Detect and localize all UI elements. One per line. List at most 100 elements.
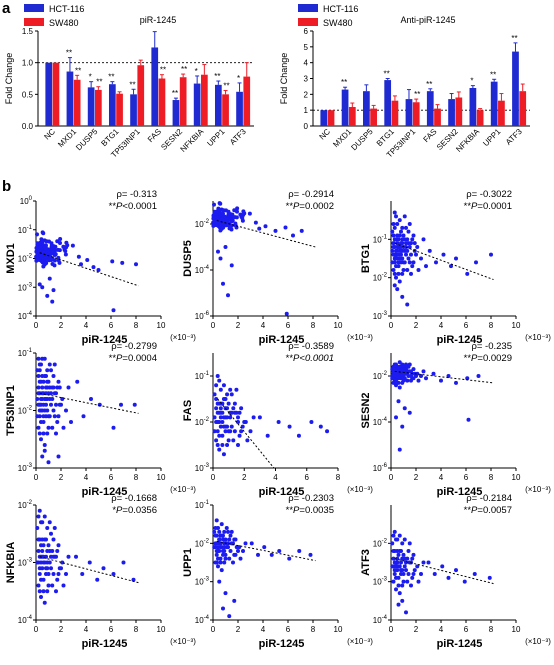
bar-hct-116-nc	[45, 62, 53, 126]
y-tick-exponent: -2	[27, 254, 33, 260]
legend-swatch-sw480	[298, 18, 318, 26]
panel-b-letter: b	[2, 178, 11, 195]
bar-sw480-fas	[158, 78, 166, 126]
data-point	[50, 261, 55, 266]
data-point	[221, 552, 225, 557]
y-tick-exponent: -1	[27, 225, 33, 231]
y-tick-label: 0.5	[22, 90, 34, 99]
data-point	[396, 552, 401, 557]
x-unit-label: (×10⁻³)	[347, 333, 373, 342]
bar-hct-116-atf3	[236, 91, 243, 126]
data-point	[232, 215, 237, 220]
data-point	[394, 237, 398, 242]
x-tick-label-nc: NC	[318, 127, 333, 142]
data-point	[111, 425, 116, 430]
data-point	[215, 429, 220, 434]
y-tick-exponent: -1	[382, 234, 388, 240]
rho-value: ρ= -0.2914	[288, 189, 334, 200]
data-point	[390, 229, 395, 234]
data-point	[392, 362, 397, 367]
significance-mark: **	[172, 89, 178, 98]
p-prefix: **	[464, 505, 472, 516]
data-point	[239, 429, 244, 434]
y-tick-exponent: 0	[29, 196, 33, 202]
data-point	[395, 537, 400, 542]
data-point	[399, 572, 403, 576]
data-point	[392, 252, 397, 257]
data-point	[55, 549, 60, 553]
p-rest: =0.0035	[299, 505, 334, 516]
data-point	[218, 256, 223, 261]
y-tick-label: 10-1	[195, 371, 210, 381]
p-symbol: P	[293, 201, 300, 212]
data-point	[120, 260, 125, 265]
p-value: **P<0.0001	[109, 201, 157, 212]
data-point	[394, 575, 398, 580]
data-point	[37, 248, 42, 253]
data-point	[45, 379, 50, 384]
data-point	[56, 379, 61, 384]
data-point	[397, 533, 402, 538]
data-point	[400, 424, 405, 429]
x-unit-label: (×10⁻³)	[170, 637, 196, 646]
y-tick-label: 3	[304, 75, 309, 84]
x-tick-label: 8	[311, 625, 316, 634]
data-point	[45, 368, 50, 373]
y-tick-base: 10	[195, 266, 204, 275]
y-tick-base: 10	[195, 464, 204, 473]
x-unit-label: (×10⁻³)	[525, 637, 551, 646]
x-axis-label: piR-1245	[437, 334, 483, 346]
data-point	[233, 223, 238, 228]
y-tick-label: 10-2	[18, 254, 33, 264]
data-point	[225, 424, 230, 429]
x-unit-label: (×10⁻³)	[347, 485, 373, 494]
data-point	[226, 438, 231, 443]
data-point	[405, 248, 410, 253]
significance-mark: **	[223, 82, 229, 91]
bar-hct-116-btg1	[108, 84, 116, 126]
data-point	[217, 201, 222, 206]
data-point	[221, 281, 225, 286]
p-rest: =0.0356	[122, 505, 157, 516]
data-point	[441, 252, 446, 257]
y-tick-base: 10	[18, 616, 27, 625]
y-tick-label: 2	[304, 90, 309, 99]
data-point	[395, 222, 400, 226]
y-tick-base: 10	[18, 255, 27, 264]
data-point	[416, 579, 421, 584]
data-point	[287, 556, 292, 561]
rho-value: ρ= -0.3022	[466, 189, 512, 200]
data-point	[52, 362, 57, 367]
data-point	[232, 429, 237, 434]
data-point	[212, 429, 217, 434]
data-point	[46, 543, 51, 548]
data-point	[222, 541, 227, 546]
data-point	[40, 520, 45, 525]
y-tick-label: 10-4	[195, 265, 210, 275]
y-tick-base: 10	[373, 312, 382, 321]
data-point	[35, 397, 40, 401]
bar-sw480-tp53inp1	[137, 65, 145, 126]
y-axis-label: TP53INP1	[5, 385, 17, 436]
data-point	[402, 564, 407, 569]
bar-hct-116-mxd1	[341, 89, 349, 126]
data-point	[37, 508, 42, 513]
data-point	[226, 401, 231, 406]
data-point	[392, 225, 397, 230]
data-point	[52, 258, 57, 263]
y-tick-base: 10	[195, 616, 204, 625]
x-tick-label: 4	[439, 321, 444, 330]
data-point	[240, 424, 245, 429]
data-point	[395, 568, 400, 573]
rho-value: ρ= -0.1668	[111, 493, 157, 504]
data-point	[446, 374, 451, 378]
y-tick-base: 10	[18, 559, 27, 568]
data-point	[221, 216, 225, 221]
data-point	[405, 268, 410, 272]
data-point	[66, 554, 71, 559]
y-tick-exponent: -1	[27, 348, 33, 354]
data-point	[269, 552, 274, 557]
data-point	[49, 368, 53, 373]
data-point	[405, 371, 410, 376]
